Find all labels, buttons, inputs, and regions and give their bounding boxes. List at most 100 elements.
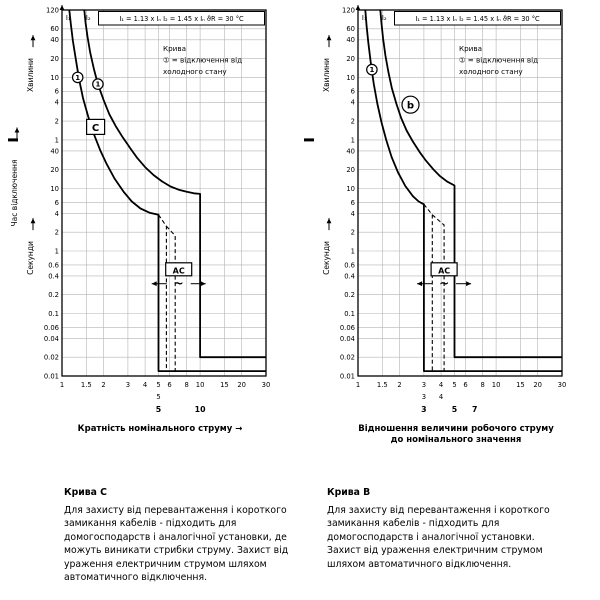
series-tolerance-dash-2 xyxy=(165,225,176,372)
y-tick-label: 0.01 xyxy=(44,372,59,380)
x-tick-label: 15 xyxy=(220,381,229,389)
y-tick-label: 6 xyxy=(351,88,355,96)
y-tick-label: 0.4 xyxy=(344,272,355,280)
series-tolerance-dash-2 xyxy=(431,214,445,372)
instant-trip-marker: 3 xyxy=(421,405,426,414)
curve-point-marker-circle xyxy=(71,71,84,84)
y-tick-label: 40 xyxy=(50,147,59,155)
description-curve-b-title: Крива B xyxy=(327,486,371,498)
x-tick-label: 30 xyxy=(558,381,567,389)
arrow-head xyxy=(417,281,423,287)
cold-state-note-line: холодного стану xyxy=(163,67,227,76)
y-tick-label: 4 xyxy=(351,99,355,107)
arrow-head xyxy=(30,218,36,224)
y-tick-label: 0.6 xyxy=(48,261,59,269)
y-tick-label: 20 xyxy=(346,166,355,174)
arrow-head xyxy=(14,127,20,133)
x-tick-label: 5 xyxy=(452,381,456,389)
i2-label: I₂ xyxy=(382,14,387,22)
y-tick-label: 0.1 xyxy=(344,310,355,318)
instant-trip-marker: 7 xyxy=(472,405,477,414)
x-tick-label: 4 xyxy=(439,381,443,389)
curve-b-plot: 1 1.5 2 3 4 5 6 8 10 15 20 30 120 60 40 20 10 6 4 2 1 40 20 10 6… xyxy=(302,4,590,422)
description-curve-b-body: Для захисту від перевантаження і коротко… xyxy=(327,504,550,570)
series-upper-limit-cold xyxy=(83,9,266,359)
cold-state-note-line: Крива xyxy=(459,44,482,53)
minutes-seconds-separator xyxy=(304,138,314,142)
y-tick-label: 0.6 xyxy=(344,261,355,269)
ac-box xyxy=(165,262,193,277)
series-tolerance-dash-1 xyxy=(423,203,433,372)
y-tick-label: 0.01 xyxy=(340,372,355,380)
description-curve-c-title: Крива C xyxy=(64,486,107,498)
unit-label: Секунди xyxy=(322,241,331,275)
curve-point-marker: 1 xyxy=(95,81,100,89)
y-tick-label: 40 xyxy=(346,147,355,155)
unit-label: Секунди xyxy=(26,241,35,275)
x-tick-label: 10 xyxy=(492,381,501,389)
x-tick-label: 6 xyxy=(167,381,171,389)
x-tick-label: 1.5 xyxy=(81,381,92,389)
x-tick-label: 8 xyxy=(185,381,189,389)
plot-frame xyxy=(61,9,267,377)
y-tick-label: 2 xyxy=(351,118,355,126)
ac-tilde-symbol: ~ xyxy=(439,277,449,291)
y-tick-label: 0.02 xyxy=(44,354,59,362)
tick-labels: 1 1.5 2 3 4 5 6 8 10 15 20 301206040201064214020106… xyxy=(340,6,566,389)
grid xyxy=(357,9,563,377)
y-tick-label: 0.02 xyxy=(340,354,355,362)
y-tick-label: 4 xyxy=(55,210,59,218)
minutes-seconds-separator xyxy=(8,138,18,142)
description-curve-b: Крива B Для захисту від перевантаження і… xyxy=(327,487,554,585)
y-tick-label: 20 xyxy=(50,166,59,174)
y-tick-label: 6 xyxy=(55,199,59,207)
y-tick-label: 6 xyxy=(55,88,59,96)
arrow-head xyxy=(326,218,332,224)
x-tick-label: 15 xyxy=(516,381,525,389)
arrow-head xyxy=(30,35,36,41)
y-tick-label: 40 xyxy=(50,36,59,44)
x-tick-label: 3 xyxy=(126,381,130,389)
y-tick-label: 10 xyxy=(346,74,355,82)
curves xyxy=(68,9,266,372)
y-tick-label: 0.04 xyxy=(340,335,355,343)
cold-state-note-line: ① = відключення від xyxy=(163,56,242,65)
y-tick-label: 1 xyxy=(55,247,59,255)
y-tick-label: 0.1 xyxy=(48,310,59,318)
plot-frame xyxy=(357,9,563,377)
y-tick-label: 120 xyxy=(46,6,59,14)
y-tick-label: 0.2 xyxy=(344,291,355,299)
arrow-head xyxy=(355,5,361,10)
arrow-head xyxy=(59,5,65,10)
y-tick-label: 4 xyxy=(351,210,355,218)
cold-state-note-line: Крива xyxy=(163,44,186,53)
y-tick-label: 10 xyxy=(346,185,355,193)
y-tick-label: 2 xyxy=(351,229,355,237)
curve-point-marker: 1 xyxy=(369,66,374,74)
cold-state-note-line: холодного стану xyxy=(459,67,523,76)
arrow-head xyxy=(200,281,206,287)
instant-trip-marker: 10 xyxy=(195,405,206,414)
x-tick-label: 5 xyxy=(156,381,160,389)
x-tick-label: 1 xyxy=(60,381,64,389)
y-tick-label: 120 xyxy=(342,6,355,14)
instant-trip-marker: 5 xyxy=(156,393,160,401)
x-tick-label: 1 xyxy=(356,381,360,389)
x-tick-label: 1.5 xyxy=(377,381,388,389)
descriptions-section: Крива C Для захисту від перевантаження і… xyxy=(0,447,600,585)
y-tick-label: 1 xyxy=(351,136,355,144)
time-axis-label: Час відключення xyxy=(10,160,19,227)
y-tick-label: 0.06 xyxy=(44,324,59,332)
y-tick-label: 60 xyxy=(50,25,59,33)
curve-c-chart-svg: 1 1.5 2 3 4 5 6 8 10 15 20 301206040201064214020106… xyxy=(8,5,270,414)
x-tick-label: 6 xyxy=(463,381,467,389)
series-lower-limit-cold xyxy=(364,9,562,372)
y-tick-label: 6 xyxy=(351,199,355,207)
instant-trip-marker: 5 xyxy=(452,405,457,414)
charts-row: 1 1.5 2 3 4 5 6 8 10 15 20 30 120 60 40 20 10 6 4 2 1 40 20 10 6… xyxy=(6,4,590,447)
y-tick-label: 60 xyxy=(346,25,355,33)
description-curve-c: Крива C Для захисту від перевантаження і… xyxy=(64,487,291,585)
x-axis-title-b: Відношення величини робочого струму до н… xyxy=(358,424,554,446)
x-tick-label: 10 xyxy=(196,381,205,389)
chart-curve-c: 1 1.5 2 3 4 5 6 8 10 15 20 30 120 60 40 20 10 6 4 2 1 40 20 10 6… xyxy=(6,4,294,447)
